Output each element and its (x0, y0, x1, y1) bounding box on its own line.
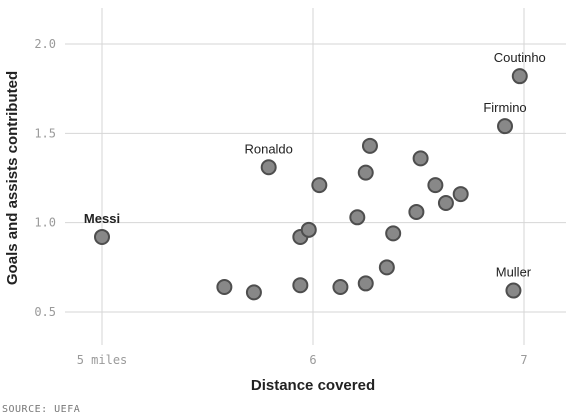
x-axis-title: Distance covered (251, 377, 375, 394)
data-point (357, 275, 374, 292)
data-point (437, 195, 454, 212)
data-point (385, 225, 402, 242)
point-label: Muller (496, 265, 532, 280)
data-point (311, 177, 328, 194)
data-point (511, 68, 528, 85)
point-label: Ronaldo (244, 141, 292, 156)
y-tick-label: 2.0 (34, 37, 56, 51)
data-point (357, 164, 374, 181)
data-point (452, 186, 469, 203)
data-point (94, 228, 110, 245)
x-tick-label: 5 miles (77, 353, 128, 367)
y-tick-label: 1.0 (34, 216, 56, 230)
data-point (505, 282, 522, 299)
data-point (260, 159, 277, 176)
data-point (497, 118, 514, 135)
data-point (349, 209, 366, 226)
data-point (245, 284, 262, 301)
y-tick-label: 0.5 (34, 305, 56, 319)
data-point (216, 278, 233, 295)
data-point (292, 277, 309, 294)
point-label: Firmino (483, 100, 526, 115)
point-label: Messi (84, 211, 120, 226)
data-point (378, 259, 395, 276)
y-tick-label: 1.5 (34, 126, 56, 140)
x-tick-label: 7 (520, 353, 527, 367)
source-note: SOURCE: UEFA (2, 404, 80, 415)
x-tick-label: 6 (309, 353, 316, 367)
y-axis-title: Goals and assists contributed (4, 71, 21, 285)
data-point (427, 177, 444, 194)
data-point (408, 203, 425, 220)
data-point (332, 278, 349, 295)
data-point (361, 137, 378, 154)
data-point (300, 221, 317, 238)
data-point (412, 150, 429, 167)
point-label: Coutinho (494, 50, 546, 65)
